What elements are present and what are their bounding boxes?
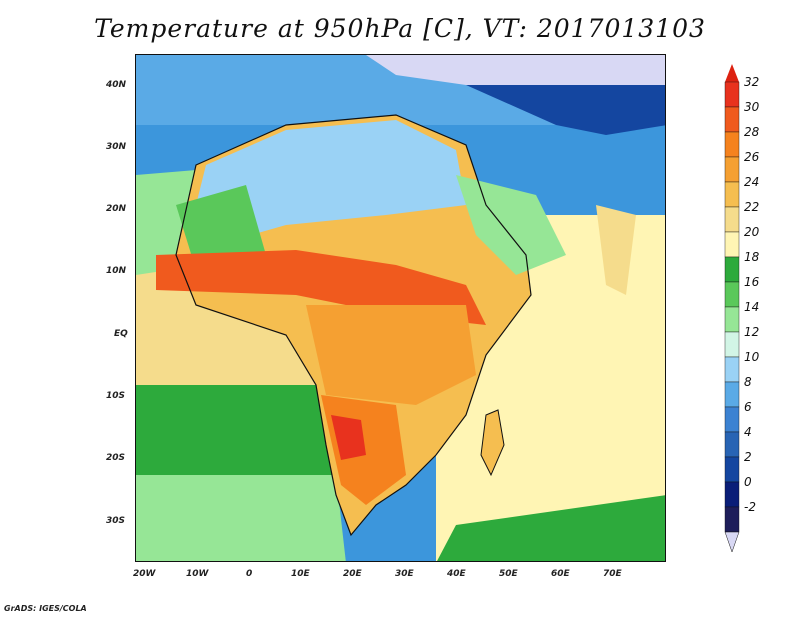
colorbar-label: 6: [744, 400, 752, 414]
lon-label: 30E: [395, 569, 414, 579]
lat-label: 10N: [106, 266, 127, 276]
temperature-map: [135, 54, 666, 562]
colorbar-cell: [724, 106, 740, 133]
colorbar-label: 28: [744, 125, 760, 139]
colorbar-label: 20: [744, 225, 760, 239]
colorbar-cells: [724, 81, 740, 533]
colorbar-label: 0: [744, 475, 752, 489]
lon-label: 20W: [133, 569, 156, 579]
colorbar-cell: [724, 456, 740, 483]
colorbar-label: 24: [744, 175, 759, 189]
colorbar-label: 16: [744, 275, 760, 289]
colorbar-cell: [724, 181, 740, 208]
central-africa-warm: [306, 305, 476, 405]
lat-label: 40N: [106, 80, 127, 90]
colorbar-cell: [724, 256, 740, 283]
namibia-hot-spot: [331, 415, 366, 460]
colorbar-label: -2: [744, 500, 756, 514]
lon-label: 10E: [291, 569, 310, 579]
colorbar-cell: [724, 231, 740, 258]
lon-label: 0: [246, 569, 253, 579]
colorbar-cell: [724, 481, 740, 508]
africa-coastline: [175, 114, 532, 537]
colorbar-cell: [724, 331, 740, 358]
lon-label: 50E: [499, 569, 518, 579]
colorbar-label: 22: [744, 200, 759, 214]
colorbar-label: 12: [744, 325, 759, 339]
colorbar-label: 2: [744, 450, 752, 464]
lat-label: 30N: [106, 142, 127, 152]
map-title: Temperature at 950hPa [C], VT: 201701310…: [94, 14, 706, 43]
lat-label: 30S: [106, 516, 126, 526]
colorbar-label: 10: [744, 350, 760, 364]
colorbar-label: 14: [744, 300, 759, 314]
colorbar-cell: [724, 81, 740, 108]
colorbar-cell: [724, 306, 740, 333]
colorbar-top-arrow: [725, 64, 739, 82]
colorbar-label: 30: [744, 100, 760, 114]
colorbar-cell: [724, 381, 740, 408]
lat-label: 10S: [106, 391, 126, 401]
colorbar-label: 8: [744, 375, 752, 389]
credit-text: GrADS: IGES/COLA: [4, 604, 87, 613]
colorbar-label: 4: [744, 425, 752, 439]
lon-label: 60E: [551, 569, 570, 579]
colorbar-cell: [724, 506, 740, 533]
arabia-region: [456, 175, 566, 275]
colorbar-label: 32: [744, 75, 759, 89]
south-indian-band: [437, 495, 665, 561]
lon-label: 70E: [603, 569, 622, 579]
colorbar-bottom-arrow: [724, 531, 740, 553]
sahara-cool-region: [196, 120, 466, 245]
asia-cold-band: [466, 85, 665, 135]
colorbar-cell: [724, 206, 740, 233]
madagascar-land: [480, 409, 505, 477]
colorbar-cell: [724, 156, 740, 183]
south-atlantic-cool: [136, 475, 346, 561]
lat-label: 20N: [106, 204, 127, 214]
colorbar-cell: [724, 281, 740, 308]
west-sahara-green: [176, 185, 266, 270]
colorbar-label: 26: [744, 150, 760, 164]
lat-label: EQ: [114, 329, 128, 339]
lon-label: 10W: [186, 569, 209, 579]
colorbar-cell: [724, 131, 740, 158]
colorbar-label: 18: [744, 250, 760, 264]
colorbar-cell: [724, 406, 740, 433]
colorbar-cell: [724, 356, 740, 383]
india-region: [596, 205, 636, 295]
map-canvas: [136, 55, 665, 561]
lat-label: 20S: [106, 453, 126, 463]
lon-label: 20E: [343, 569, 362, 579]
lon-label: 40E: [447, 569, 466, 579]
colorbar-cell: [724, 431, 740, 458]
